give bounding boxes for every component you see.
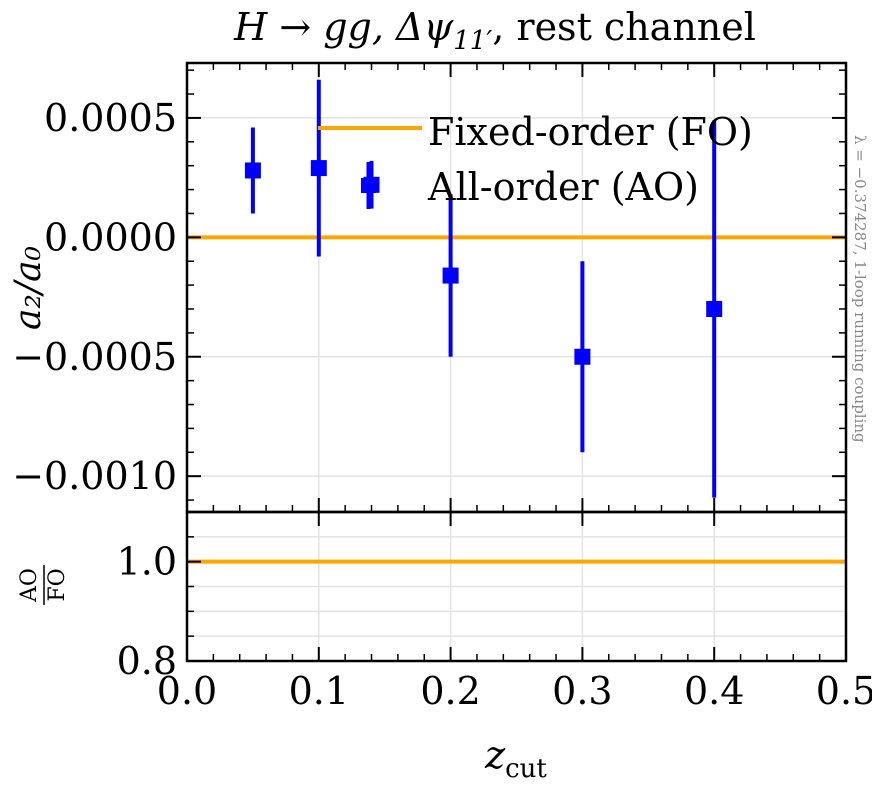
chart-title: H → gg, Δψ11′, rest channel — [233, 5, 756, 56]
x-tick-label: 0.5 — [816, 669, 872, 713]
x-tick-label: 0.4 — [684, 669, 744, 713]
ratio-ticks: 0.0 0.1 0.2 0.3 0.4 0.5 1.0 0.8 — [117, 511, 872, 713]
x-tick-label: 0.3 — [552, 669, 612, 713]
ao-point — [574, 348, 591, 365]
x-tick-label: 0.1 — [289, 669, 349, 713]
y-tick-label: −0.0005 — [12, 335, 177, 379]
ratio-y-tick-label: 1.0 — [117, 540, 177, 584]
main-panel: 0.0005 0.0000 −0.0005 −0.0010 — [12, 61, 848, 514]
ratio-panel: 0.0 0.1 0.2 0.3 0.4 0.5 1.0 0.8 — [117, 510, 872, 713]
y-tick-label: −0.0010 — [12, 454, 177, 498]
ao-point — [244, 162, 261, 179]
ratio-axes-frame — [185, 510, 848, 663]
x-tick-label: 0.2 — [420, 669, 480, 713]
legend-fo-label: Fixed-order (FO) — [428, 110, 753, 154]
ao-point — [310, 160, 327, 177]
ratio-y-label-denominator: FO — [45, 568, 70, 601]
ao-points-layer — [244, 79, 723, 498]
side-annotation: λ = −0.374287, 1-loop running coupling — [851, 135, 869, 443]
x-tick-label: 0.0 — [157, 669, 217, 713]
x-axis-label: zcut — [484, 733, 547, 784]
y-tick-label: 0.0005 — [44, 96, 177, 140]
ratio-grid — [186, 511, 847, 662]
y-axis-label: a₂/a₀ — [8, 246, 49, 330]
ao-point — [442, 267, 459, 284]
ao-point — [706, 300, 723, 317]
ratio-y-tick-label: 0.8 — [117, 639, 177, 683]
legend-ao-label: All-order (AO) — [427, 165, 699, 209]
y-tick-label: 0.0000 — [44, 215, 177, 259]
ratio-y-label-numerator: AO — [17, 568, 42, 603]
main-ticks: 0.0005 0.0000 −0.0005 −0.0010 — [12, 63, 847, 512]
ratio-y-label: AO FO — [17, 565, 70, 605]
legend: Fixed-order (FO) All-order (AO) — [318, 110, 753, 209]
